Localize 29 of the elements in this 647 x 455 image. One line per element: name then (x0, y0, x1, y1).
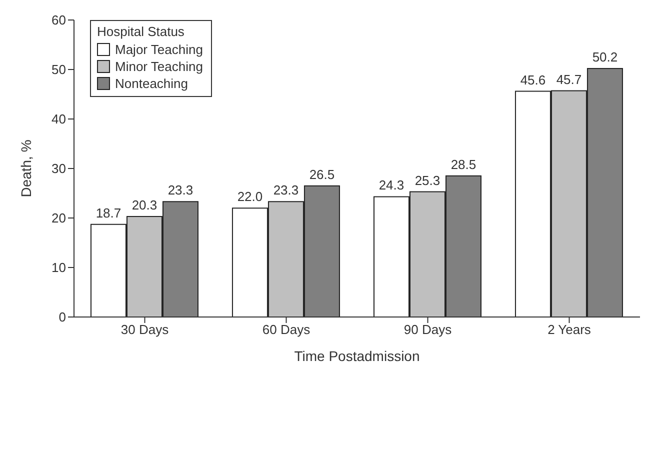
legend-label: Major Teaching (115, 41, 203, 58)
data-label: 25.3 (414, 172, 440, 188)
data-label: 45.7 (556, 72, 582, 87)
y-axis-title: Death, % (18, 140, 34, 198)
data-label: 23.3 (168, 182, 194, 198)
y-tick-label: 40 (52, 112, 66, 127)
data-label: 22.0 (237, 189, 263, 204)
legend-label: Nonteaching (115, 75, 188, 92)
y-tick-label: 50 (52, 62, 66, 78)
y-tick-label: 0 (58, 310, 66, 325)
data-label: 50.2 (592, 50, 618, 65)
x-axis-title: Time Postadmission (294, 348, 420, 364)
legend-label: Minor Teaching (115, 58, 203, 75)
y-tick-label: 10 (52, 260, 66, 276)
data-label: 45.6 (520, 72, 546, 88)
data-label: 20.3 (132, 198, 158, 213)
x-tick-label: 30 Days (120, 322, 170, 338)
x-tick-label: 60 Days (262, 322, 311, 338)
data-label: 24.3 (378, 178, 404, 193)
data-label: 23.3 (273, 182, 299, 198)
legend-title: Hospital Status (97, 24, 186, 39)
data-label: 18.7 (96, 205, 122, 220)
y-tick-label: 60 (52, 12, 66, 28)
x-tick-label: 90 Days (404, 322, 452, 338)
y-tick-label: 30 (52, 161, 66, 176)
y-tick-label: 20 (52, 210, 66, 226)
data-label: 28.5 (450, 156, 476, 172)
x-tick-label: 2 Years (548, 322, 592, 338)
data-label: 26.5 (309, 166, 335, 182)
